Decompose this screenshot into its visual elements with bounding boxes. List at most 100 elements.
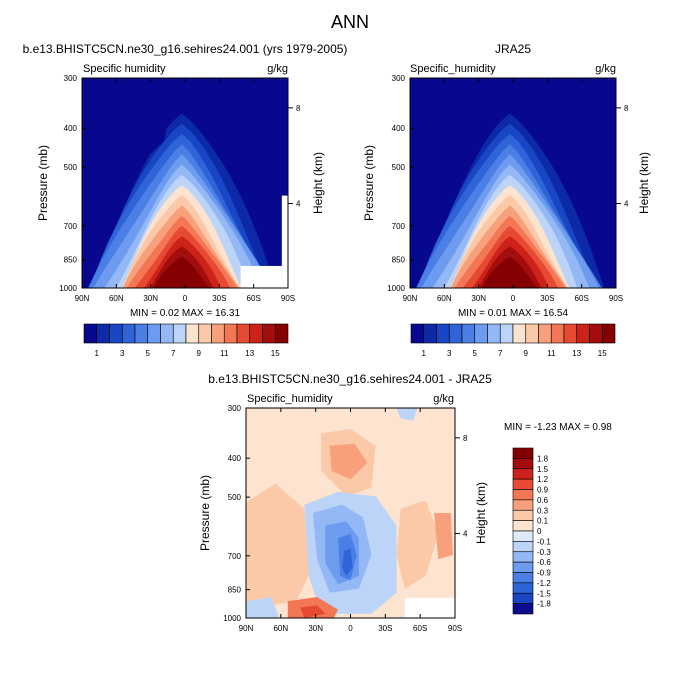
y-tick-label: 300: [392, 74, 406, 83]
stats-text: MIN = 0.01 MAX = 16.54: [458, 308, 568, 319]
x-tick-label: 0: [183, 294, 188, 303]
x-tick-label: 30S: [212, 294, 226, 303]
colorbar-box: [512, 509, 534, 521]
colorbar-label: 0: [537, 527, 542, 536]
contour-level: [246, 597, 280, 618]
colorbar-box: [461, 323, 476, 344]
colorbar-box: [160, 323, 174, 344]
colorbar-box: [172, 323, 187, 344]
x-tick-label: 90S: [609, 294, 623, 303]
colorbar-box: [512, 489, 534, 501]
colorbar-box: [512, 458, 534, 470]
colorbar-label: 1: [95, 349, 100, 358]
y-right-tick-label: 4: [463, 529, 468, 538]
colorbar-label: 7: [498, 349, 503, 358]
axes: 90N 60N 30N 0 30S 60S 90S 300 400 500 700 850 1000 8 4: [387, 74, 629, 303]
y-right-tick-label: 4: [624, 199, 629, 208]
colorbar-box: [448, 323, 463, 344]
y-tick-label: 400: [228, 454, 242, 463]
colorbar-box: [512, 561, 534, 573]
y-tick-label: 700: [392, 222, 406, 231]
y-tick-label: 850: [64, 256, 78, 265]
x-tick-label: 30S: [378, 624, 392, 633]
x-tick-label: 60N: [437, 294, 452, 303]
colorbar-label: 7: [171, 349, 176, 358]
colorbar-box: [109, 323, 123, 344]
colorbar-box: [487, 323, 501, 344]
panel-title: b.e13.BHISTC5CN.ne30_g16.sehires24.001 (…: [23, 42, 348, 56]
contour-level: [246, 483, 309, 610]
y-tick-label: 1000: [387, 284, 405, 293]
contour-field: [246, 408, 455, 618]
y-tick-label: 500: [64, 163, 78, 172]
contour-level: [300, 605, 326, 618]
contour-level: [342, 548, 353, 576]
colorbar-label: 5: [146, 349, 151, 358]
colorbar: 1 3 5 7 9 11 13 15: [410, 323, 616, 358]
colorbar-label: 3: [120, 349, 125, 358]
colorbar-label: -0.1: [537, 537, 551, 546]
colorbar-label: -0.9: [537, 569, 551, 578]
x-tick-label: 90S: [448, 624, 462, 633]
colorbar-box: [198, 323, 212, 344]
y-axis-label: Pressure (mb): [198, 475, 212, 551]
contour-level: [329, 443, 368, 480]
colorbar-box: [262, 323, 276, 344]
x-tick-label: 60N: [109, 294, 124, 303]
colorbar-box: [147, 323, 161, 344]
colorbar-label: 5: [473, 349, 478, 358]
y-tick-label: 400: [64, 124, 78, 133]
colorbar-box: [601, 323, 616, 344]
colorbar-box: [499, 323, 514, 344]
y-tick-label: 700: [64, 222, 78, 231]
variable-label: Specific_humidity: [247, 393, 333, 405]
x-tick-label: 60S: [413, 624, 427, 633]
colorbar: 1 3 5 7 9 11 13 15: [83, 323, 289, 358]
x-tick-label: 60N: [273, 624, 288, 633]
colorbar-box: [211, 323, 225, 344]
colorbar-label: 3: [447, 349, 452, 358]
colorbar-label: 9: [524, 349, 529, 358]
y-tick-label: 300: [228, 404, 242, 413]
colorbar-box: [410, 323, 425, 344]
colorbar-label: 1: [422, 349, 427, 358]
panel-title: JRA25: [495, 42, 531, 56]
colorbar-label: -1.8: [537, 600, 551, 609]
contour-field: [410, 78, 616, 288]
units-label: g/kg: [433, 393, 454, 405]
y-tick-label: 1000: [59, 284, 77, 293]
colorbar-box: [223, 323, 238, 344]
colorbar-box: [185, 323, 200, 344]
y-axis-right-label: Height (km): [637, 152, 651, 214]
colorbar-box: [512, 468, 534, 480]
stats-text: MIN = 0.02 MAX = 16.31: [130, 308, 240, 319]
colorbar-box: [512, 603, 534, 615]
contour-level: [82, 78, 175, 209]
colorbar-box: [589, 323, 603, 344]
colorbar-box: [512, 520, 534, 532]
colorbar-box: [512, 582, 534, 594]
colorbar-box: [274, 323, 289, 344]
colorbar-label: 0.9: [537, 486, 549, 495]
y-tick-label: 700: [228, 552, 242, 561]
x-tick-label: 90S: [281, 294, 295, 303]
y-right-tick-label: 8: [624, 104, 629, 113]
panel-diff: b.e13.BHISTC5CN.ne30_g16.sehires24.001 -…: [198, 372, 612, 633]
colorbar-label: 1.8: [537, 454, 549, 463]
colorbar-box: [96, 323, 110, 344]
y-right-tick-label: 4: [296, 199, 301, 208]
stats-text: MIN = -1.23 MAX = 0.98: [504, 422, 612, 433]
y-axis-label: Pressure (mb): [36, 145, 50, 221]
colorbar-box: [525, 323, 539, 344]
contour-level: [396, 408, 418, 421]
colorbar-box: [576, 323, 590, 344]
x-tick-label: 60S: [575, 294, 589, 303]
y-tick-label: 850: [228, 586, 242, 595]
page-title: ANN: [331, 12, 369, 32]
contour-level: [153, 256, 210, 288]
y-right-tick-label: 8: [463, 434, 468, 443]
y-axis-right-label: Height (km): [474, 482, 488, 544]
colorbar: 1.81.51.20.90.60.30.10-0.1-0.3-0.6-0.9-1…: [512, 447, 551, 615]
panel-title: b.e13.BHISTC5CN.ne30_g16.sehires24.001 -…: [208, 372, 492, 386]
